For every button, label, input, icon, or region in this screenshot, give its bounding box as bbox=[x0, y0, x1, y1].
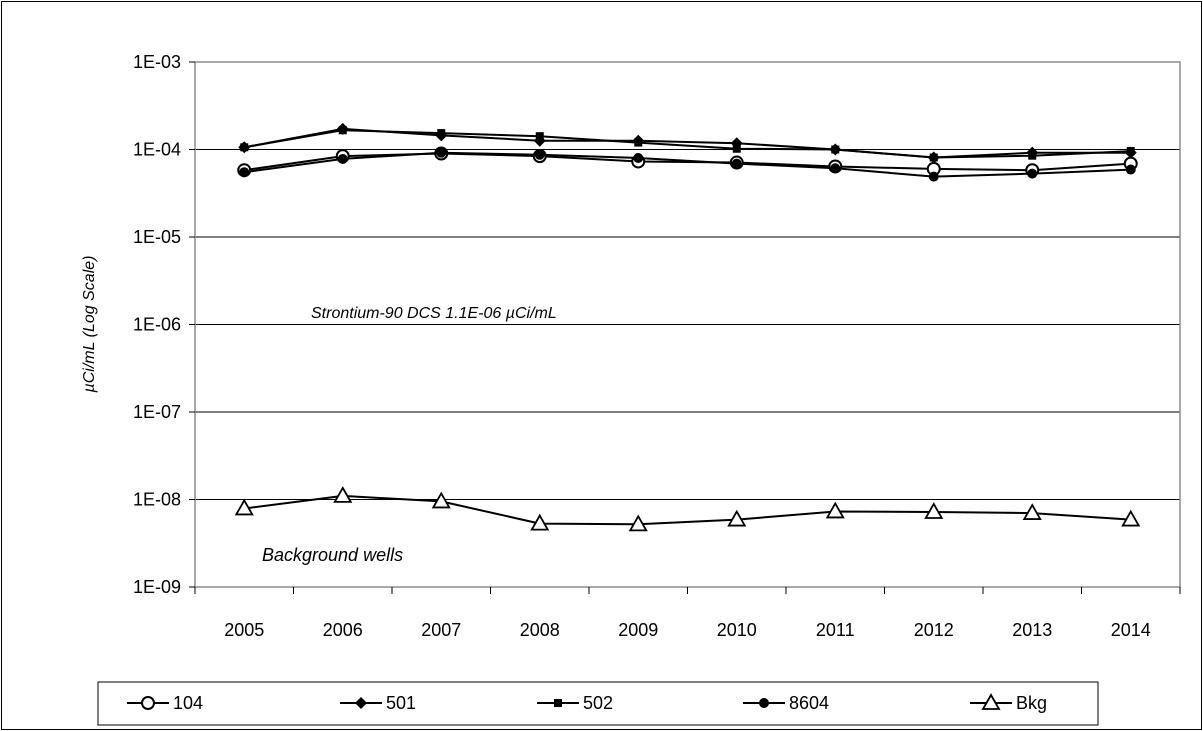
y-tick-label: 1E-05 bbox=[133, 227, 181, 247]
data-point bbox=[436, 147, 447, 158]
data-point bbox=[239, 167, 250, 178]
data-point bbox=[633, 152, 644, 163]
data-point bbox=[337, 153, 348, 164]
x-tick-label: 2014 bbox=[1111, 620, 1151, 640]
x-tick-label: 2013 bbox=[1012, 620, 1052, 640]
y-tick-label: 1E-04 bbox=[133, 140, 181, 160]
y-tick-label: 1E-09 bbox=[133, 577, 181, 597]
data-point bbox=[830, 163, 841, 174]
x-tick-label: 2011 bbox=[816, 620, 855, 640]
data-point bbox=[825, 501, 845, 519]
data-point bbox=[727, 509, 747, 527]
series-Bkg bbox=[234, 486, 1141, 532]
legend-box bbox=[97, 681, 1099, 726]
axes: 1E-09 1E-08 1E-07 1E-06 1E-05 1E-04 1E-03 2005 2… bbox=[133, 52, 1181, 640]
data-point bbox=[437, 129, 446, 138]
data-point bbox=[732, 144, 741, 153]
data-point bbox=[333, 486, 353, 503]
x-tick-label: 2012 bbox=[914, 620, 954, 640]
data-point bbox=[1022, 503, 1042, 520]
legend-label: Bkg bbox=[1016, 693, 1047, 713]
data-point bbox=[731, 158, 742, 169]
legend-label: 104 bbox=[173, 693, 203, 713]
data-point bbox=[1121, 509, 1141, 527]
data-point bbox=[234, 498, 254, 516]
series-line bbox=[244, 151, 1131, 178]
data-point bbox=[530, 513, 550, 531]
legend-label: 501 bbox=[386, 693, 416, 713]
legend-marker bbox=[554, 699, 562, 707]
series-8604 bbox=[239, 147, 1136, 182]
x-tick-label: 2006 bbox=[323, 620, 363, 640]
data-point bbox=[628, 514, 648, 532]
legend-item: 501 bbox=[340, 693, 416, 713]
legend-label: 8604 bbox=[789, 693, 829, 713]
legend-item: Bkg bbox=[970, 693, 1047, 713]
data-point bbox=[535, 132, 544, 141]
data-point bbox=[1126, 147, 1135, 156]
legend-item: 104 bbox=[127, 693, 203, 713]
x-tick-label: 2009 bbox=[618, 620, 658, 640]
y-tick-label: 1E-06 bbox=[133, 315, 181, 335]
legend-item: 502 bbox=[537, 693, 613, 713]
legend: 104 501 502 8604 Bkg bbox=[97, 681, 1099, 726]
data-point bbox=[1125, 164, 1136, 175]
legend-marker bbox=[759, 698, 769, 708]
legend-item: 8604 bbox=[743, 693, 829, 713]
data-point bbox=[924, 502, 944, 519]
data-point bbox=[240, 143, 249, 152]
data-point bbox=[1028, 151, 1037, 160]
legend-marker bbox=[141, 696, 155, 710]
y-tick-label: 1E-03 bbox=[133, 52, 181, 72]
legend-marker bbox=[355, 697, 367, 709]
series-lines bbox=[234, 122, 1141, 532]
data-point bbox=[634, 138, 643, 147]
legend-label: 502 bbox=[583, 693, 613, 713]
data-point bbox=[338, 126, 347, 135]
y-tick-label: 1E-08 bbox=[133, 490, 181, 510]
gridlines bbox=[195, 149, 1180, 500]
x-tick-label: 2007 bbox=[421, 620, 461, 640]
y-tick-label: 1E-07 bbox=[133, 402, 181, 422]
dcs-annotation: Strontium-90 DCS 1.1E-06 µCi/mL bbox=[311, 305, 557, 322]
series-502 bbox=[240, 126, 1135, 162]
data-point bbox=[431, 491, 451, 509]
data-point bbox=[1027, 168, 1038, 179]
data-point bbox=[928, 171, 939, 182]
series-line bbox=[244, 129, 1131, 159]
x-tick-label: 2008 bbox=[520, 620, 560, 640]
data-point bbox=[929, 153, 938, 162]
legend-marker bbox=[981, 693, 1001, 710]
background-wells-annotation: Background wells bbox=[262, 545, 403, 565]
x-tick-label: 2005 bbox=[224, 620, 264, 640]
series-line bbox=[244, 494, 1131, 526]
x-tick-label: 2010 bbox=[717, 620, 757, 640]
data-point bbox=[831, 145, 840, 154]
data-point bbox=[534, 149, 545, 160]
y-axis-title: µCi/mL (Log Scale) bbox=[81, 256, 98, 394]
